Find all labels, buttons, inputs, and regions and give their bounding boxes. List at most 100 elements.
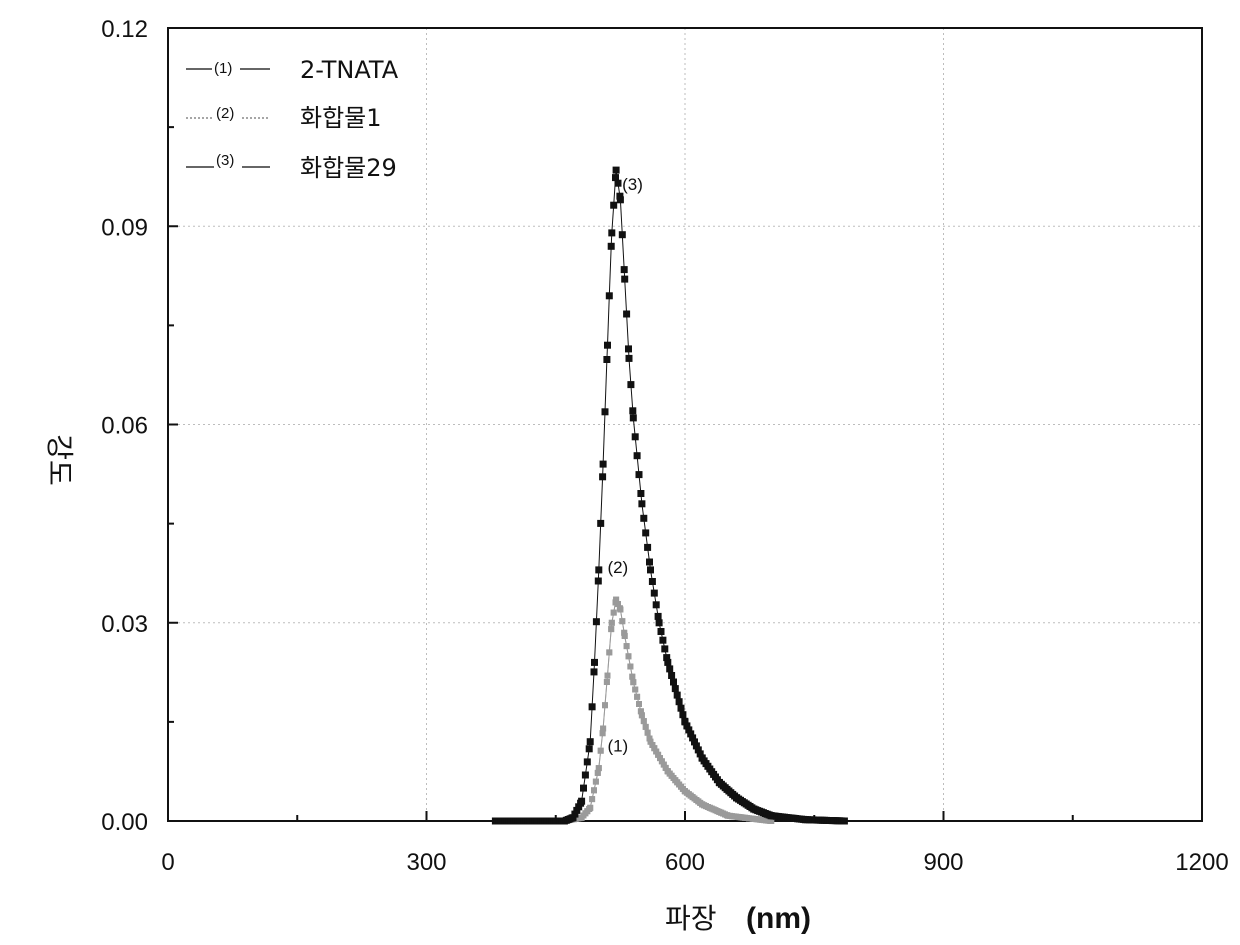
peak-label-3: (1) [607, 737, 628, 756]
series-1-point [626, 653, 632, 659]
series-1-point [600, 726, 606, 732]
series-3-line [495, 170, 844, 821]
x-axis-unit: (nm) [746, 902, 811, 935]
series-3-point [672, 685, 679, 692]
series-3-point [670, 679, 677, 686]
series-1-point [604, 679, 610, 685]
series-3-point [602, 408, 609, 415]
series-3-point [627, 381, 634, 388]
series-1-point [587, 805, 593, 811]
series-3-point [600, 461, 607, 468]
legend-label-2: 화합물1 [300, 104, 382, 132]
x-tick-label-1200: 1200 [1175, 849, 1228, 876]
series-3-point [595, 578, 602, 585]
series-1-point [591, 787, 597, 793]
series-3-point [679, 711, 686, 718]
x-tick-label-900: 900 [923, 849, 963, 876]
series-3-point [597, 520, 604, 527]
grid-lines [168, 28, 1202, 821]
series-3-point [841, 818, 848, 825]
series-3-point [678, 705, 685, 712]
series-1-point [596, 765, 602, 771]
data-series [492, 167, 848, 825]
series-1-point [622, 633, 628, 639]
legend-entry-1: (1) 2-TNATA [186, 56, 399, 84]
series-3-point [676, 698, 683, 705]
series-3-point [623, 311, 630, 318]
series-3-point [656, 619, 663, 626]
legend-tag-1: (1) [214, 60, 232, 77]
series-3-point [617, 196, 624, 203]
series-1-point [605, 673, 611, 679]
series-1-point [617, 607, 623, 613]
series-3-point [638, 500, 645, 507]
series-3-point [668, 672, 675, 679]
x-tick-label-600: 600 [665, 849, 705, 876]
series-3-point [644, 544, 651, 551]
series-3-point [674, 692, 681, 699]
series-1-point [643, 724, 649, 730]
x-axis-title: 파장 [665, 902, 717, 935]
series-1-point [634, 694, 640, 700]
series-3-point [608, 229, 615, 236]
series-3-point [632, 433, 639, 440]
series-1-point [639, 712, 645, 718]
series-1-point [609, 620, 615, 626]
series-3-point [655, 613, 662, 620]
series-3-point [625, 345, 632, 352]
y-tick-label-0.12: 0.12 [101, 16, 148, 43]
series-3-point [606, 292, 613, 299]
series-3-point [619, 231, 626, 238]
series-3-point [647, 566, 654, 573]
legend-label-3: 화합물29 [300, 154, 397, 182]
series-3-point [659, 637, 666, 644]
series-1-point [630, 679, 636, 685]
series-1-point [627, 664, 633, 670]
series-3-point [651, 590, 658, 597]
series-3-point [586, 745, 593, 752]
series-3-point [604, 342, 611, 349]
series-1-point [598, 748, 604, 754]
x-tick-label-0: 0 [161, 849, 174, 876]
series-3-point [578, 798, 585, 805]
y-tick-label-0.09: 0.09 [101, 214, 148, 241]
series-3-point [591, 659, 598, 666]
y-tick-labels: 0.000.030.060.090.12 [101, 16, 148, 836]
series-3-point [642, 529, 649, 536]
series-3-point [595, 566, 602, 573]
series-3-point [584, 758, 591, 765]
series-3-point [610, 202, 617, 209]
legend-label-1: 2-TNATA [300, 56, 399, 84]
series-3-point [591, 668, 598, 675]
series-3 [492, 167, 848, 825]
series-3-point [613, 167, 620, 174]
series-3-point [580, 785, 587, 792]
series-3-point [636, 471, 643, 478]
series-3-point [653, 601, 660, 608]
series-3-point [661, 645, 668, 652]
series-3-point [587, 738, 594, 745]
series-1-point [641, 718, 647, 724]
series-3-point [599, 473, 606, 480]
series-3-point [621, 276, 628, 283]
legend: (1) 2-TNATA (2) 화합물1 (3) 화합물29 [186, 56, 399, 182]
series-3-point [646, 559, 653, 566]
x-tick-label-300: 300 [406, 849, 446, 876]
series-1-point [632, 687, 638, 693]
y-axis-title: 강도 [43, 434, 76, 486]
series-3-point [615, 180, 622, 187]
series-3-point [630, 414, 637, 421]
legend-tag-2: (2) [216, 105, 234, 122]
legend-entry-3: (3) 화합물29 [186, 152, 397, 182]
series-1-point [624, 643, 630, 649]
legend-tag-3: (3) [216, 152, 234, 169]
series-3-point [634, 452, 641, 459]
series-1-point [589, 796, 595, 802]
series-1-point [611, 610, 617, 616]
series-1-point [629, 674, 635, 680]
series-3-point [593, 618, 600, 625]
series-1-point [608, 626, 614, 632]
series-1-point [602, 702, 608, 708]
series-3-point [603, 356, 610, 363]
